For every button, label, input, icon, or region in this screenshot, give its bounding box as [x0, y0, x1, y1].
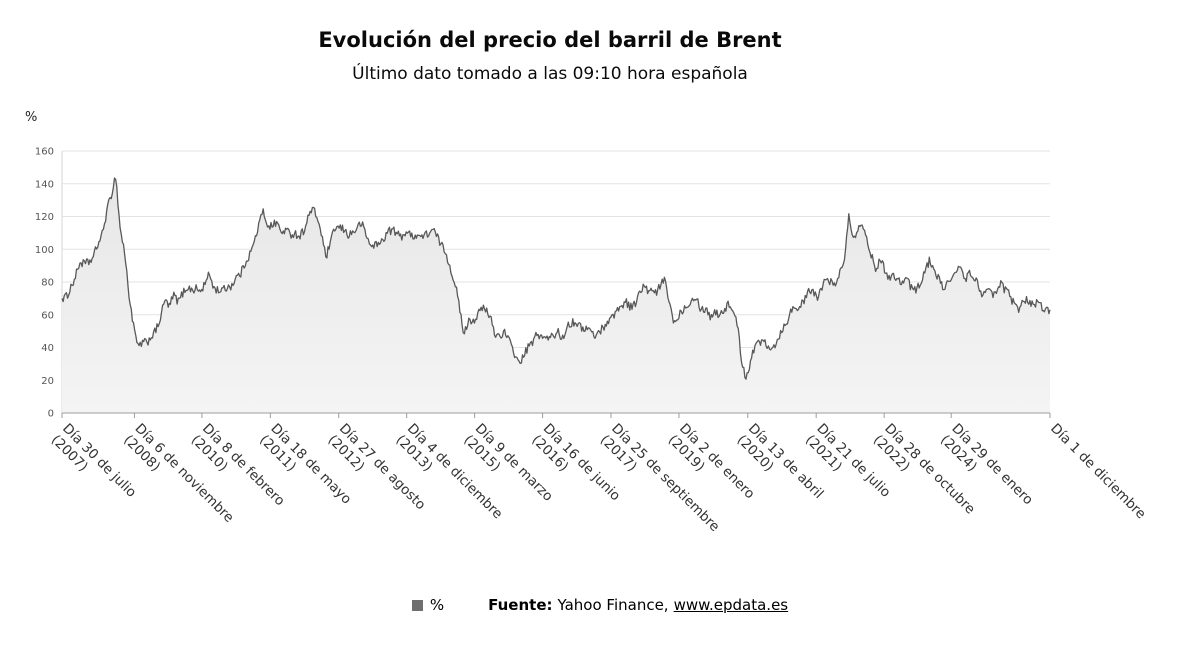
y-axis-tick-label: 140	[35, 179, 54, 190]
y-axis-tick-label: 100	[35, 245, 54, 256]
chart-title: Evolución del precio del barril de Brent	[318, 28, 782, 52]
series-area	[62, 178, 1050, 413]
y-axis-unit-label: %	[25, 110, 38, 125]
x-axis-label: Día 29 de enero(2024)	[937, 421, 1036, 520]
legend-series-label: %	[429, 596, 445, 614]
y-axis-tick-label: 40	[41, 343, 54, 354]
y-axis-tick-label: 20	[41, 376, 54, 387]
y-axis-tick-label: 120	[35, 212, 54, 223]
y-axis-tick-label: 160	[35, 147, 54, 158]
source-text: Yahoo Finance,	[557, 596, 669, 614]
series-line	[61, 177, 1051, 380]
source-link[interactable]: www.epdata.es	[673, 596, 789, 614]
legend-swatch-icon	[411, 599, 423, 611]
chart-subtitle: Último dato tomado a las 09:10 hora espa…	[352, 64, 748, 84]
x-axis-label: Día 1 de diciembre	[1047, 421, 1149, 523]
x-axis-label: Día 30 de julio(2007)	[48, 421, 140, 513]
y-axis-tick-label: 60	[41, 310, 54, 321]
legend: % Fuente: Yahoo Finance, www.epdata.es	[0, 596, 1200, 614]
source-line: Fuente: Yahoo Finance, www.epdata.es	[488, 596, 788, 614]
y-axis-tick-label: 80	[41, 278, 54, 289]
source-label: Fuente:	[488, 596, 553, 614]
y-axis-tick-label: 0	[48, 409, 54, 420]
